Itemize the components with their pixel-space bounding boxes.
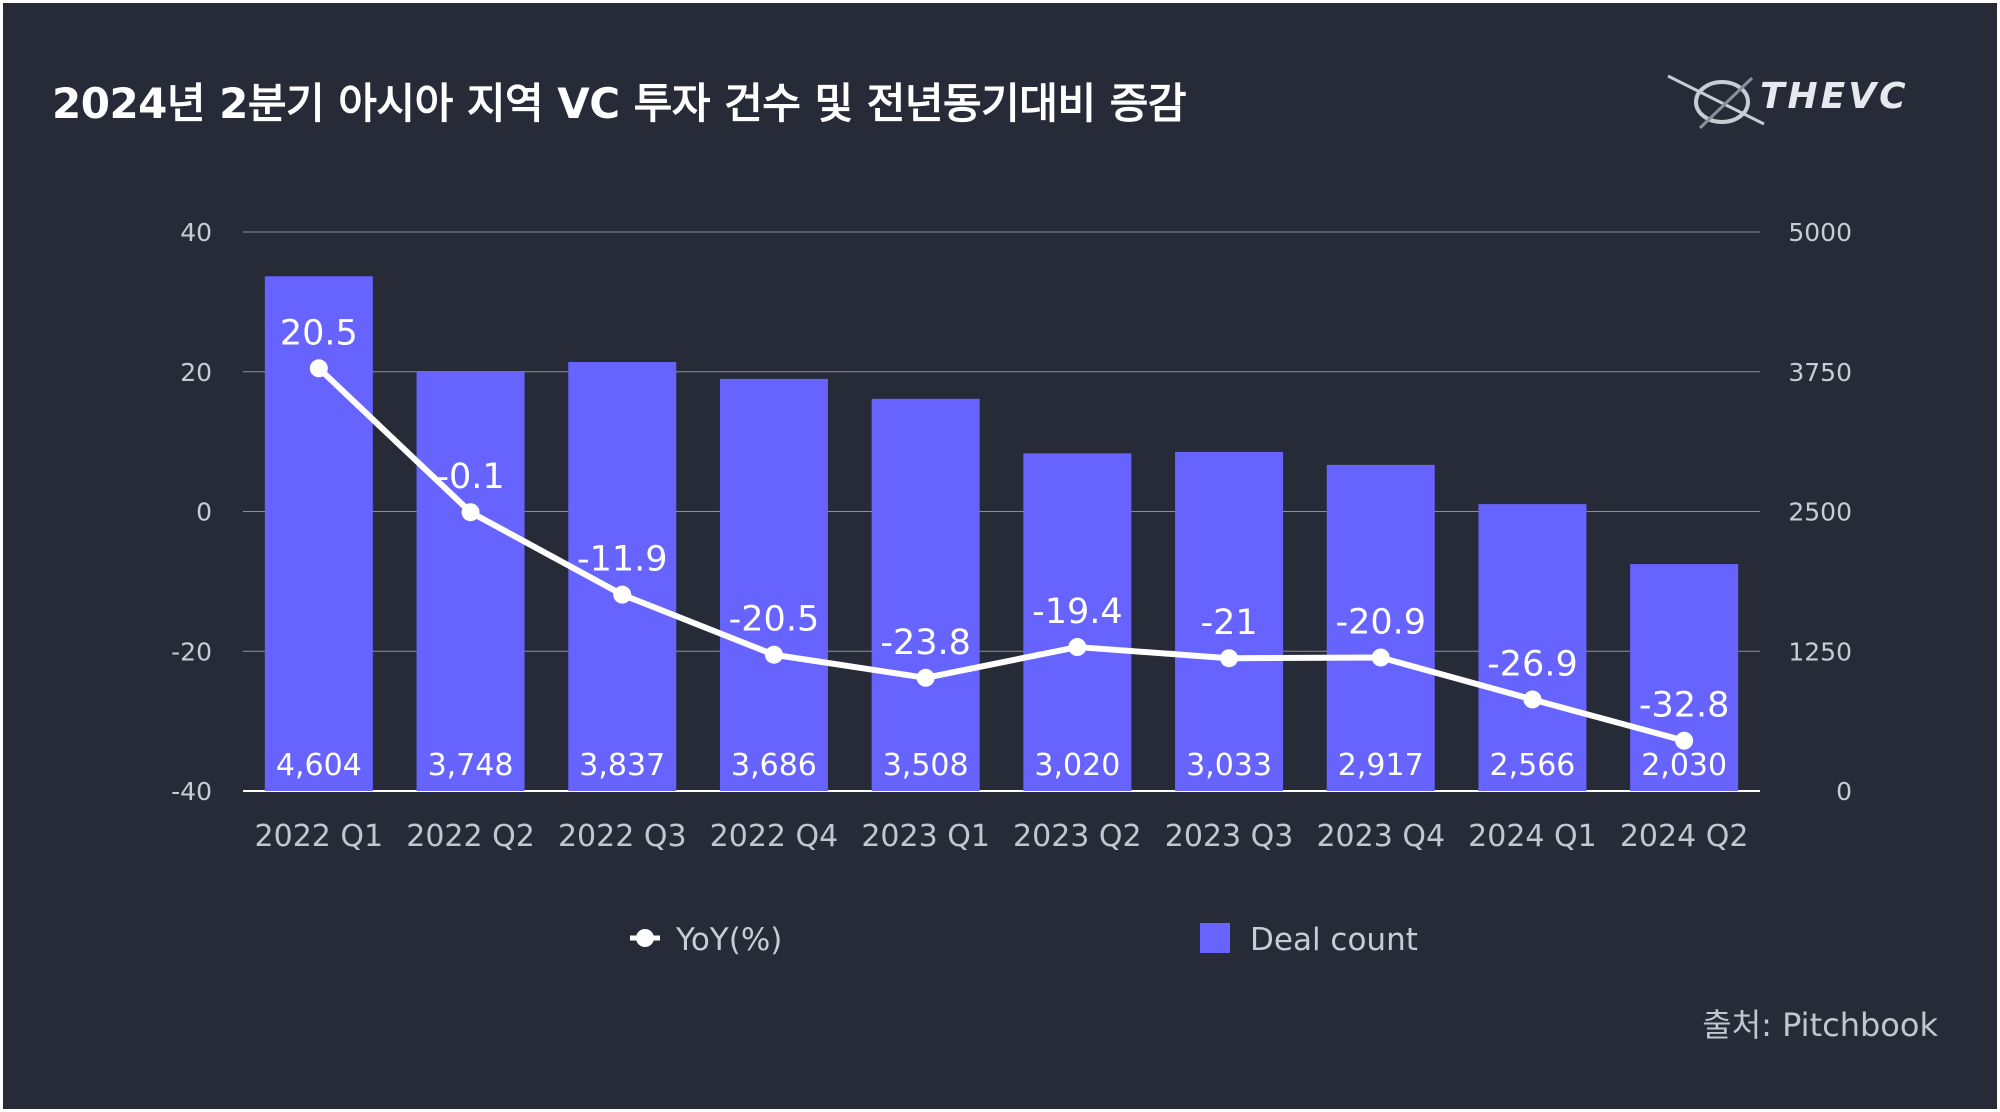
x-axis-tick: 2023 Q2 [1013,819,1142,854]
line-point[interactable] [309,359,328,378]
left-axis-tick: 40 [180,218,212,247]
bar-value-label: 3,508 [883,748,969,783]
source-note: 출처: Pitchbook [1702,1006,1938,1044]
right-axis: 5000 3750 2500 1250 0 [1788,218,1852,806]
x-axis-tick: 2022 Q1 [255,819,384,854]
line-point[interactable] [1675,731,1694,750]
legend: YoY(%) Deal count [630,922,1418,958]
line-point[interactable] [461,503,480,522]
line-point[interactable] [764,645,783,664]
chart-title: 2024년 2분기 아시아 지역 VC 투자 건수 및 전년동기대비 증감 [52,79,1187,128]
bar[interactable] [1478,504,1587,791]
point-value-label: -26.9 [1487,644,1578,684]
bar-value-label: 2,566 [1490,748,1576,783]
bar-value-label: 3,033 [1186,748,1272,783]
point-value-label: -11.9 [577,540,668,580]
logo-orbit-icon [1667,74,1765,130]
point-value-label: -19.4 [1032,592,1123,632]
x-axis-tick: 2024 Q1 [1468,819,1597,854]
left-axis: 40 20 0 -20 -40 [171,218,212,806]
point-value-label: -20.5 [729,600,820,640]
line-point[interactable] [1068,638,1087,657]
bar[interactable] [1175,451,1284,791]
point-value-label: -23.8 [880,623,971,663]
x-axis-tick: 2022 Q3 [558,819,687,854]
x-axis-tick: 2022 Q2 [406,819,535,854]
bar[interactable] [416,371,525,791]
line-series: 20.5 -0.1 -11.9 -20.5 -23.8 -19.4 -21 -20.9 -26.… [280,313,1730,750]
legend-marker-icon [636,929,654,947]
bar-value-label: 3,837 [579,748,665,783]
point-value-label: -32.8 [1639,686,1730,726]
left-axis-tick: 20 [180,358,212,387]
x-axis-tick: 2023 Q4 [1316,819,1445,854]
bar-value-label: 2,917 [1338,748,1424,783]
right-axis-tick: 3750 [1788,358,1852,387]
bar-value-label: 4,604 [276,748,362,783]
point-value-label: 20.5 [280,313,358,353]
x-axis-tick: 2022 Q4 [710,819,839,854]
bar[interactable] [719,378,828,791]
yoy-line [315,365,1688,744]
right-axis-tick: 5000 [1788,218,1852,247]
left-axis-tick: -20 [171,637,212,666]
bar-value-label: 3,686 [731,748,817,783]
bar[interactable] [1326,464,1435,791]
line-point[interactable] [613,585,632,604]
right-axis-tick: 1250 [1788,637,1852,666]
bar[interactable] [1630,564,1739,791]
bar-value-label: 2,030 [1641,748,1727,783]
left-axis-tick: -40 [171,777,212,806]
line-point[interactable] [916,668,935,687]
x-axis-tick: 2023 Q1 [861,819,990,854]
point-value-label: -20.9 [1335,603,1426,643]
x-axis-tick: 2023 Q3 [1165,819,1294,854]
left-axis-tick: 0 [196,498,212,527]
bar-series: 4,604 3,748 3,837 3,686 3,508 3,020 3,033 2,917… [264,276,1739,791]
point-value-label: -0.1 [436,457,504,497]
right-axis-tick: 2500 [1788,498,1852,527]
legend-swatch-icon [1200,923,1230,953]
thevc-logo: THEVC [1660,62,1960,142]
bar-value-label: 3,020 [1034,748,1120,783]
x-axis-tick: 2024 Q2 [1620,819,1749,854]
line-point[interactable] [1523,690,1542,709]
right-axis-tick: 0 [1836,777,1852,806]
logo-wordmark: THEVC [1760,76,1909,117]
legend-item-deal-count[interactable]: Deal count [1250,922,1418,958]
bar[interactable] [871,398,980,791]
bar-value-label: 3,748 [428,748,514,783]
legend-item-yoy[interactable]: YoY(%) [675,922,782,958]
x-axis: 2022 Q1 2022 Q2 2022 Q3 2022 Q4 2023 Q1 2023 … [255,819,1749,854]
line-point[interactable] [1371,648,1390,667]
point-value-label: -21 [1200,603,1257,643]
bar[interactable] [264,276,373,791]
bar[interactable] [1023,453,1132,791]
line-point[interactable] [1220,649,1239,668]
